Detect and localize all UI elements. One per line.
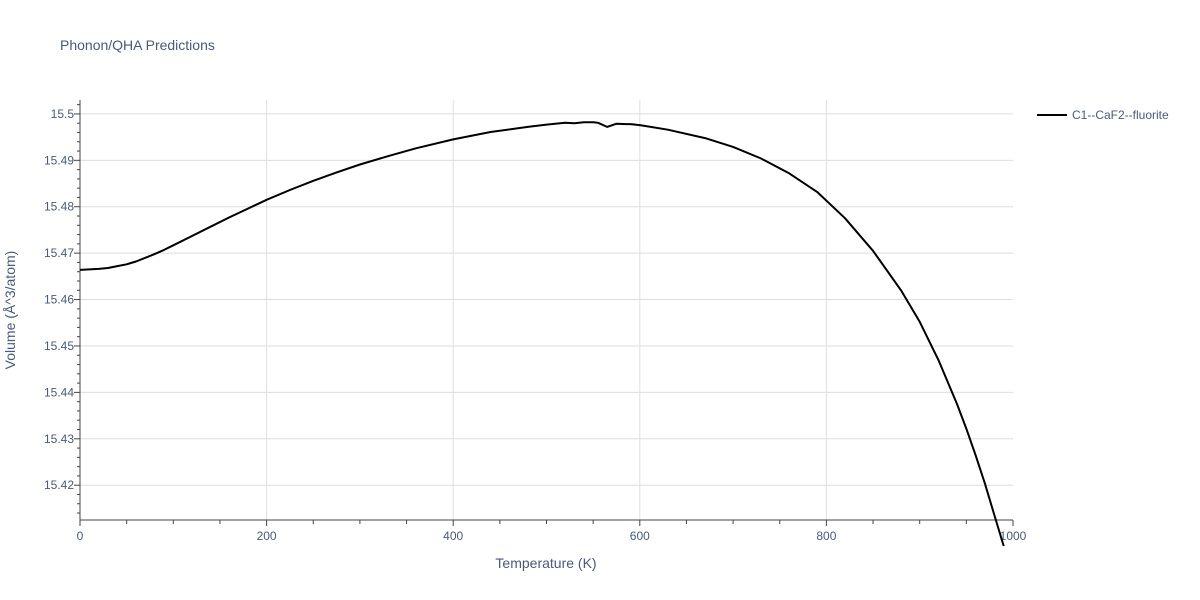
x-tick-label: 800: [816, 529, 836, 543]
y-tick-label: 15.45: [44, 339, 74, 353]
y-tick-label: 15.48: [44, 200, 74, 214]
y-tick-label: 15.42: [44, 478, 74, 492]
series-line: [79, 121, 1005, 547]
y-tick-label: 15.5: [51, 107, 75, 121]
y-tick-label: 15.49: [44, 153, 74, 167]
y-tick-label: 15.46: [44, 293, 74, 307]
y-tick-label: 15.44: [44, 385, 74, 399]
x-axis-title: Temperature (K): [495, 555, 596, 571]
legend[interactable]: C1--CaF2--fluorite: [1037, 108, 1169, 122]
x-tick-label: 600: [630, 529, 650, 543]
x-tick-label: 1000: [1000, 529, 1027, 543]
plot-area: [79, 121, 1005, 547]
y-tick-labels: 15.42 15.43 15.44 15.45 15.46 15.47 15.48 15.49…: [44, 107, 74, 492]
x-tick-label: 0: [77, 529, 84, 543]
grid: [80, 100, 1013, 520]
x-tick-label: 200: [257, 529, 277, 543]
chart-title: Phonon/QHA Predictions: [60, 37, 215, 53]
x-tick-labels: 0 200 400 600 800 1000: [77, 529, 1027, 543]
x-tick-label: 400: [443, 529, 463, 543]
axes: [74, 100, 1014, 526]
y-tick-label: 15.47: [44, 246, 74, 260]
y-axis-title: Volume (Å^3/atom): [2, 251, 18, 370]
legend-entry-label: C1--CaF2--fluorite: [1072, 108, 1169, 122]
y-tick-label: 15.43: [44, 432, 74, 446]
